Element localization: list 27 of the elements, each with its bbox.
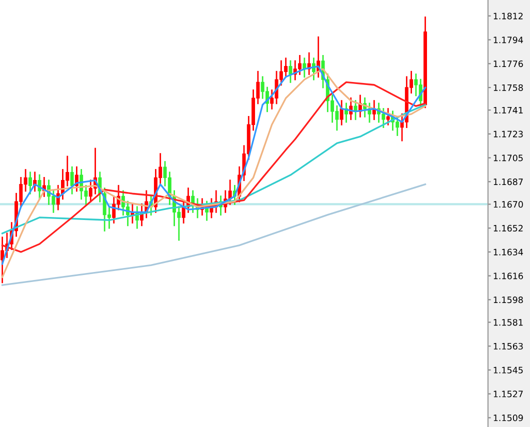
y-tick-label: 1.1634 bbox=[494, 248, 523, 256]
candlestick bbox=[28, 172, 32, 194]
candlestick bbox=[340, 100, 344, 126]
y-tick-label: 1.1776 bbox=[494, 60, 523, 68]
y-tick-label: 1.1527 bbox=[494, 390, 523, 398]
y-tick-label: 1.1723 bbox=[494, 130, 523, 138]
y-tick-label: 1.1794 bbox=[494, 36, 523, 44]
y-tick-label: 1.1741 bbox=[494, 107, 523, 114]
y-tick-label: 1.1509 bbox=[494, 414, 523, 422]
candlestick bbox=[288, 60, 292, 83]
line-series bbox=[1, 104, 426, 234]
candlestick bbox=[182, 200, 186, 224]
y-tick-label: 1.1652 bbox=[494, 224, 523, 232]
y-tick-label: 1.1581 bbox=[494, 319, 523, 326]
candlestick bbox=[0, 236, 4, 284]
y-tick-label: 1.1563 bbox=[494, 342, 523, 350]
y-tick-label: 1.1598 bbox=[494, 296, 523, 304]
y-tick-label: 1.1545 bbox=[494, 366, 523, 374]
y-tick-label: 1.1812 bbox=[494, 12, 523, 20]
y-tick-label: 1.1758 bbox=[494, 84, 523, 91]
candlestick bbox=[70, 166, 74, 194]
line-series bbox=[1, 183, 426, 286]
candlestick bbox=[386, 108, 390, 126]
y-tick-label: 1.1705 bbox=[494, 154, 523, 162]
y-tick-label: 1.1687 bbox=[494, 178, 523, 186]
y-tick-label: 1.1670 bbox=[494, 201, 523, 208]
y-tick-label: 1.1616 bbox=[494, 272, 523, 280]
